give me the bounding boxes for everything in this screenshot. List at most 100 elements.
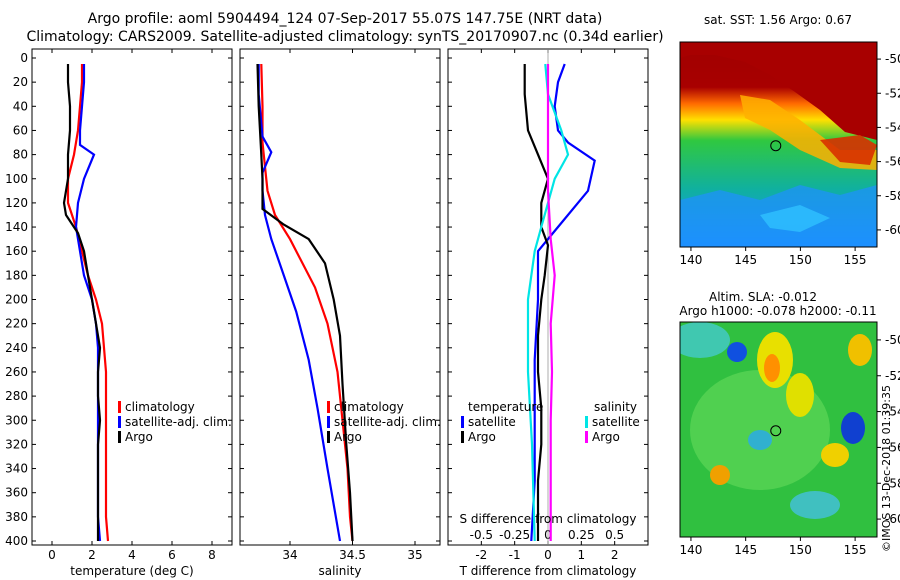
lat-tick-label: -60	[885, 223, 900, 237]
sst-cold-tongue	[760, 205, 830, 232]
x-tick-label: 2	[611, 548, 619, 562]
depth-tick-label: 40	[13, 99, 28, 113]
legend-salinity-title: salinity	[594, 400, 637, 414]
series-line-satellite-adj-clim-	[257, 64, 342, 542]
argo-location-marker	[770, 425, 782, 437]
t-difference-axis-ticks: -2 -1 0 1 2	[475, 49, 618, 562]
depth-tick-label: 160	[5, 244, 28, 258]
depth-tick-label: 180	[5, 268, 28, 282]
depth-tick-label: 360	[5, 486, 28, 500]
legend-t-satellite-swatch	[461, 416, 464, 428]
x-tick-label: 8	[208, 548, 216, 562]
depth-tick-label: 60	[13, 123, 28, 137]
sla-cyan-low	[748, 430, 772, 450]
legend-s-argo: Argo	[592, 430, 620, 444]
sst-warm-water-region	[680, 42, 877, 140]
legend-s-satellite-swatch	[585, 416, 588, 428]
sst-longitude-ticks: 140 145 150 155	[679, 247, 867, 267]
depth-tick-label: 280	[5, 389, 28, 403]
series-line-argo	[62, 64, 102, 541]
legend-t-argo-swatch	[461, 431, 464, 443]
salinity-series	[256, 63, 354, 542]
sla-map-frame	[679, 321, 878, 538]
lat-tick-label: -60	[885, 512, 900, 526]
temperature-legend: climatology satellite-adj. clim. Argo	[118, 400, 232, 444]
legend-t-argo: Argo	[468, 430, 496, 444]
depth-tick-label: 320	[5, 437, 28, 451]
s-diff-tick-label: 0.5	[605, 528, 624, 542]
series-line-s-satellite	[526, 63, 570, 542]
legend-satellite: satellite-adj. clim.	[125, 415, 232, 429]
legend-climatology-swatch	[327, 401, 330, 413]
sla-yellow-high4	[821, 443, 849, 467]
temperature-panel: 0204060801001201401601802002202402602803…	[5, 48, 233, 578]
lat-tick-label: -54	[885, 120, 900, 134]
lon-tick-label: 140	[679, 543, 702, 557]
sla-orange-high2	[710, 465, 730, 485]
x-tick-label: 0	[544, 548, 552, 562]
depth-tick-label: 120	[5, 196, 28, 210]
lat-tick-label: -56	[885, 440, 900, 454]
argo-location-marker	[770, 140, 782, 152]
salinity-panel: 34 34.5 35 salinity climatology satellite-…	[239, 48, 441, 578]
legend-climatology: climatology	[334, 400, 404, 414]
salinity-plot-frame	[239, 48, 441, 546]
lat-tick-label: -58	[885, 189, 900, 203]
lat-tick-label: -50	[885, 52, 900, 66]
temperature-axis-ticks: 0 2 4 6 8	[48, 49, 216, 562]
t-difference-axis-label: T difference from climatology	[459, 564, 637, 578]
sst-red-eddy	[820, 135, 877, 165]
depth-tick-label: 100	[5, 172, 28, 186]
lon-tick-label: 155	[844, 253, 867, 267]
series-line-climatology	[66, 64, 110, 542]
x-tick-label: 0	[48, 548, 56, 562]
imos-watermark: ©IMOS 13-Dec-2018 01:39:35	[880, 385, 893, 552]
temperature-axis-label: temperature (deg C)	[70, 564, 193, 578]
s-diff-tick-label: -0.5	[470, 528, 493, 542]
series-line-t-satellite	[530, 63, 596, 542]
x-tick-label: 34.5	[339, 548, 366, 562]
series-line-argo	[256, 63, 354, 542]
x-tick-label: 2	[88, 548, 96, 562]
legend-s-satellite: satellite	[592, 415, 640, 429]
sla-orange-high	[764, 354, 780, 382]
difference-depth-ticks	[448, 57, 648, 542]
difference-panel: -2 -1 0 1 2 -0.5 -0.25 0 0.25 0.5 S difference f…	[447, 48, 649, 578]
lon-tick-label: 145	[734, 543, 757, 557]
x-tick-label: 35	[407, 548, 422, 562]
depth-tick-label: 240	[5, 341, 28, 355]
depth-tick-label: 380	[5, 510, 28, 524]
depth-tick-label: 140	[5, 220, 28, 234]
lon-tick-label: 155	[844, 543, 867, 557]
depth-tick-label: 260	[5, 365, 28, 379]
depth-tick-label: 340	[5, 462, 28, 476]
lat-tick-label: -50	[885, 333, 900, 347]
sla-cyan-low2	[790, 491, 840, 519]
legend-argo-swatch	[118, 431, 121, 443]
depth-tick-label: 400	[5, 534, 28, 548]
sst-map-panel: sat. SST: 1.56 Argo: 0.67 -50-52-54-56-5…	[679, 13, 900, 267]
x-tick-label: 1	[578, 548, 586, 562]
sla-yellow-high2	[786, 373, 814, 417]
lat-tick-label: -54	[885, 405, 900, 419]
lon-tick-label: 145	[734, 253, 757, 267]
s-difference-axis-label: S difference from climatology	[460, 512, 637, 526]
sla-blue-low2	[841, 412, 865, 444]
legend-temperature-title: temperature	[468, 400, 543, 414]
temperature-plot-frame	[31, 48, 233, 546]
s-difference-axis-ticks: -0.5 -0.25 0 0.25 0.5	[470, 528, 625, 542]
difference-legend: temperature satellite Argo salinity sate…	[461, 400, 640, 444]
x-tick-label: 4	[128, 548, 136, 562]
depth-tick-label: 200	[5, 293, 28, 307]
x-tick-label: 34	[282, 548, 297, 562]
sla-map-subtitle: Argo h1000: -0.078 h2000: -0.11	[679, 304, 876, 318]
s-diff-tick-label: 0.25	[568, 528, 595, 542]
salinity-axis-label: salinity	[318, 564, 361, 578]
s-diff-tick-label: -0.25	[499, 528, 530, 542]
sla-longitude-ticks: 140 145 150 155	[679, 537, 867, 557]
depth-tick-label: 220	[5, 317, 28, 331]
depth-axis-ticks: 0 20 40 60 80 100 120 140 160 180 200 220 240 260 280 3…	[5, 51, 232, 548]
depth-tick-label: 80	[13, 148, 28, 162]
figure-title-line2: Climatology: CARS2009. Satellite-adjuste…	[26, 29, 663, 45]
